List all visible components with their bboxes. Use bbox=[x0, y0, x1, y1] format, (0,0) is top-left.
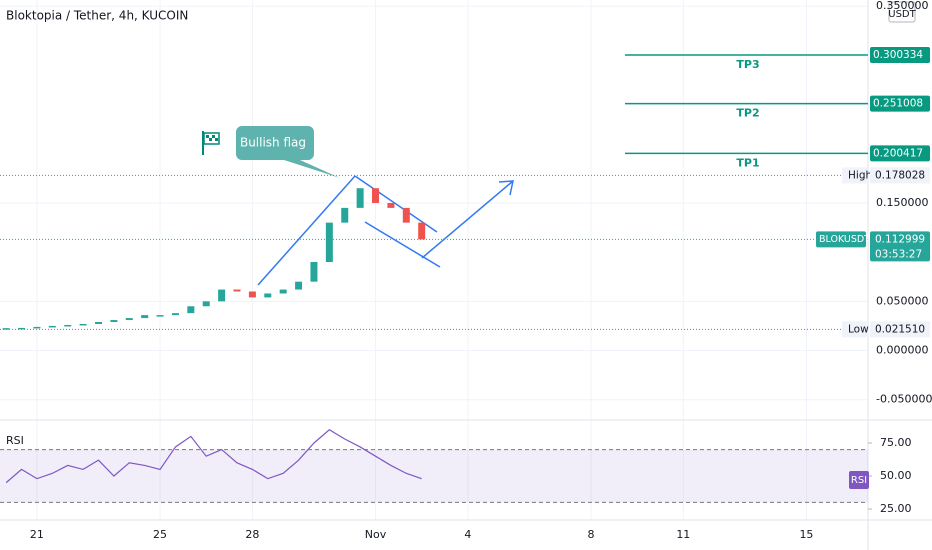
candle bbox=[233, 289, 241, 292]
rsi-line bbox=[5, 429, 422, 484]
candle bbox=[64, 324, 72, 327]
target-name: TP2 bbox=[736, 107, 759, 120]
rsi-tick-label: 50.00 bbox=[880, 469, 912, 482]
candle bbox=[110, 320, 118, 323]
candle bbox=[310, 261, 318, 282]
callout-text: Bullish flag bbox=[240, 136, 306, 150]
low-label-box bbox=[870, 321, 930, 338]
grid bbox=[0, 0, 868, 520]
x-tick-label: 21 bbox=[30, 528, 44, 541]
rsi-tick-label: 25.00 bbox=[880, 502, 912, 515]
high-name-box bbox=[842, 167, 868, 184]
candle bbox=[295, 281, 303, 290]
candle bbox=[402, 207, 410, 223]
candle bbox=[171, 313, 179, 316]
candle bbox=[125, 318, 133, 321]
x-tick-label: 25 bbox=[153, 528, 167, 541]
candle bbox=[33, 326, 41, 329]
candle bbox=[18, 327, 26, 330]
y-tick-label: 0.000000 bbox=[876, 344, 929, 357]
rsi-tick-label: 75.00 bbox=[880, 436, 912, 449]
low-name-box bbox=[842, 321, 868, 338]
target-label-box bbox=[870, 47, 930, 64]
candle bbox=[202, 301, 210, 307]
last-label-box bbox=[870, 231, 930, 262]
flag-pole bbox=[257, 175, 356, 286]
rsi-title: RSI bbox=[6, 434, 24, 447]
candle bbox=[94, 322, 102, 324]
candle bbox=[356, 188, 364, 208]
y-tick-label: 0.150000 bbox=[876, 196, 929, 209]
low-name: Low bbox=[848, 323, 869, 335]
rsi-band-fill bbox=[0, 449, 868, 503]
y-tick-label: -0.050000 bbox=[876, 393, 932, 406]
x-tick-label: 11 bbox=[676, 528, 690, 541]
low-label: 0.021510 bbox=[875, 323, 925, 335]
candle bbox=[387, 202, 395, 208]
x-tick-label: 8 bbox=[587, 528, 594, 541]
countdown: 03:53:27 bbox=[875, 248, 922, 260]
unit-box bbox=[888, 1, 916, 23]
target-label: 0.300334 bbox=[873, 49, 923, 61]
candle bbox=[279, 289, 287, 294]
last-name-box bbox=[816, 231, 866, 248]
candle bbox=[187, 306, 195, 314]
rsi-tag-box bbox=[849, 471, 869, 489]
candle bbox=[156, 315, 164, 317]
high-name: High bbox=[848, 169, 872, 181]
target-arrow bbox=[421, 180, 514, 259]
target-label-box bbox=[870, 95, 930, 112]
high-label: 0.178028 bbox=[875, 169, 925, 181]
flag-icon bbox=[202, 131, 220, 155]
flag-bottom bbox=[364, 221, 441, 268]
y-tick-label: 0.050000 bbox=[876, 294, 929, 307]
x-tick-label: Nov bbox=[365, 528, 387, 541]
candle bbox=[418, 222, 426, 240]
high-label-box bbox=[870, 167, 930, 184]
candle bbox=[248, 291, 256, 298]
unit-label: USDT bbox=[888, 9, 916, 20]
candle bbox=[264, 293, 272, 298]
target-name: TP3 bbox=[736, 58, 759, 71]
flag-icon-checks bbox=[206, 135, 218, 141]
candle bbox=[372, 188, 380, 203]
chart-title: Bloktopia / Tether, 4h, KUCOIN bbox=[6, 9, 188, 23]
target-label: 0.200417 bbox=[873, 147, 923, 159]
x-tick-label: 15 bbox=[799, 528, 813, 541]
target-name: TP1 bbox=[736, 156, 759, 169]
candle bbox=[79, 323, 87, 326]
y-tick-label: 0.350000 bbox=[876, 0, 929, 12]
candle bbox=[325, 222, 333, 262]
callout bbox=[236, 126, 340, 178]
candle bbox=[48, 325, 56, 328]
target-label-box bbox=[870, 145, 930, 162]
last-label: 0.112999 bbox=[875, 233, 925, 245]
x-tick-label: 4 bbox=[464, 528, 471, 541]
candle bbox=[341, 207, 349, 223]
drawings bbox=[257, 175, 514, 286]
rsi-tag: RSI bbox=[851, 475, 867, 486]
arrow-head bbox=[498, 180, 514, 196]
last-name: BLOKUSDT bbox=[819, 234, 870, 245]
candle bbox=[141, 315, 149, 319]
target-label: 0.251008 bbox=[873, 98, 923, 110]
candle bbox=[218, 289, 226, 302]
x-tick-label: 28 bbox=[245, 528, 259, 541]
